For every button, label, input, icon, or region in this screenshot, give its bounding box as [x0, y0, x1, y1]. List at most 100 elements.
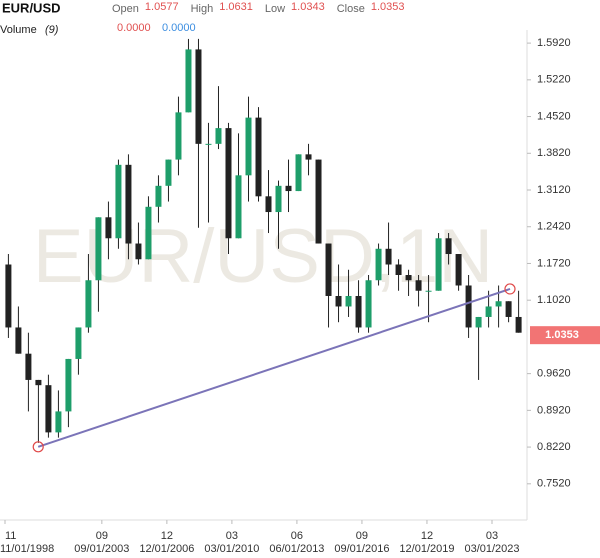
candle-body [475, 316, 482, 328]
candle-body [95, 217, 102, 281]
candle-body [445, 238, 452, 255]
candle-body [355, 295, 362, 328]
candle-body [345, 295, 352, 307]
candle-body [515, 316, 522, 333]
ohlc-value: 1.0343 [291, 1, 325, 13]
candle-body [145, 206, 152, 260]
candle-body [245, 117, 252, 176]
candle-body [45, 385, 52, 433]
ohlc-label: Close [337, 3, 365, 15]
ohlc-value: 1.0577 [145, 1, 179, 13]
candle-body [235, 175, 242, 239]
candle-body [435, 238, 442, 291]
x-tick-date: 12/01/2006 [139, 543, 194, 555]
candle-body [255, 117, 262, 197]
x-tick-date: 03/01/2010 [204, 543, 259, 555]
candle-body [405, 275, 412, 281]
candle-body [115, 164, 122, 239]
x-tick-label: 09 [96, 530, 108, 542]
x-tick-date: 09/01/2016 [334, 543, 389, 555]
ohlc-value: 1.0353 [371, 1, 405, 13]
candle-body [385, 248, 392, 265]
last-price-box [530, 326, 600, 345]
candle-body [155, 185, 162, 207]
candle-body [365, 280, 372, 328]
chart-title: EUR/USD [2, 0, 61, 15]
x-tick-date: 11/01/1998 [0, 543, 54, 555]
candle-body [375, 248, 382, 281]
candle-body [205, 143, 212, 145]
y-tick-label: 1.1720 [537, 257, 571, 269]
candle-body [325, 243, 332, 296]
candle-body [455, 254, 462, 286]
candle-body [195, 49, 202, 144]
ohlc-label: Open [112, 3, 139, 15]
candle-body [15, 327, 22, 354]
y-tick-label: 1.1020 [537, 294, 571, 306]
trendline-anchor [504, 283, 516, 295]
x-tick-label: 12 [421, 530, 433, 542]
volume-period: (9) [45, 24, 59, 36]
x-tick-label: 03 [486, 530, 498, 542]
trendline [37, 288, 511, 448]
candle-body [415, 280, 422, 291]
candle-body [265, 196, 272, 213]
y-tick-label: 1.3120 [537, 184, 571, 196]
candle-body [225, 128, 232, 239]
y-tick-label: 0.9620 [537, 368, 571, 380]
candle-body [465, 285, 472, 328]
candle-body [305, 154, 312, 160]
candle-body [185, 49, 192, 113]
watermark: EUR/USD,1N [33, 214, 493, 299]
candle-body [165, 159, 172, 186]
candle-body [315, 159, 322, 244]
candle-body [5, 264, 12, 328]
ohlc-label: High [191, 3, 214, 15]
candle-body [175, 112, 182, 160]
candle-body [295, 154, 302, 192]
x-tick-label: 09 [356, 530, 368, 542]
x-tick-label: 12 [161, 530, 173, 542]
candle-body [495, 301, 502, 307]
candle-body [55, 411, 62, 433]
candle-body [105, 217, 112, 239]
candle-body [285, 185, 292, 192]
y-tick-label: 1.4520 [537, 110, 571, 122]
candle-body [505, 301, 512, 317]
x-tick-label: 11 [5, 530, 16, 542]
candle-body [35, 379, 42, 386]
candle-body [135, 243, 142, 260]
y-tick-label: 0.8920 [537, 404, 571, 416]
trendline-anchor [32, 441, 44, 453]
candle-body [125, 164, 132, 244]
candle-body [25, 353, 32, 380]
candle-body [335, 295, 342, 307]
ohlc-value: 1.0631 [219, 1, 253, 13]
x-tick-label: 06 [291, 530, 303, 542]
volume-value: 0.0000 [117, 22, 151, 34]
ohlc-label: Low [265, 3, 285, 15]
candle-body [215, 128, 222, 144]
y-tick-label: 0.7520 [537, 478, 571, 490]
x-tick-date: 12/01/2019 [399, 543, 454, 555]
candle-body [75, 327, 82, 359]
candle-body [485, 306, 492, 317]
candle-body [275, 185, 282, 213]
x-tick-date: 06/01/2013 [269, 543, 324, 555]
candle-body [85, 280, 92, 328]
x-tick-date: 09/01/2003 [74, 543, 129, 555]
volume-value: 0.0000 [162, 22, 196, 34]
last-price-label: 1.0353 [545, 329, 579, 341]
y-tick-label: 1.3820 [537, 147, 571, 159]
x-tick-label: 03 [226, 530, 238, 542]
y-tick-label: 1.5220 [537, 74, 571, 86]
candle-body [395, 264, 402, 275]
volume-label: Volume [0, 24, 37, 36]
y-tick-label: 1.2420 [537, 221, 571, 233]
y-tick-label: 0.8220 [537, 441, 571, 453]
candle-body [425, 290, 432, 292]
y-tick-label: 1.5920 [537, 37, 571, 49]
candle-body [65, 358, 72, 412]
x-tick-date: 03/01/2023 [464, 543, 519, 555]
